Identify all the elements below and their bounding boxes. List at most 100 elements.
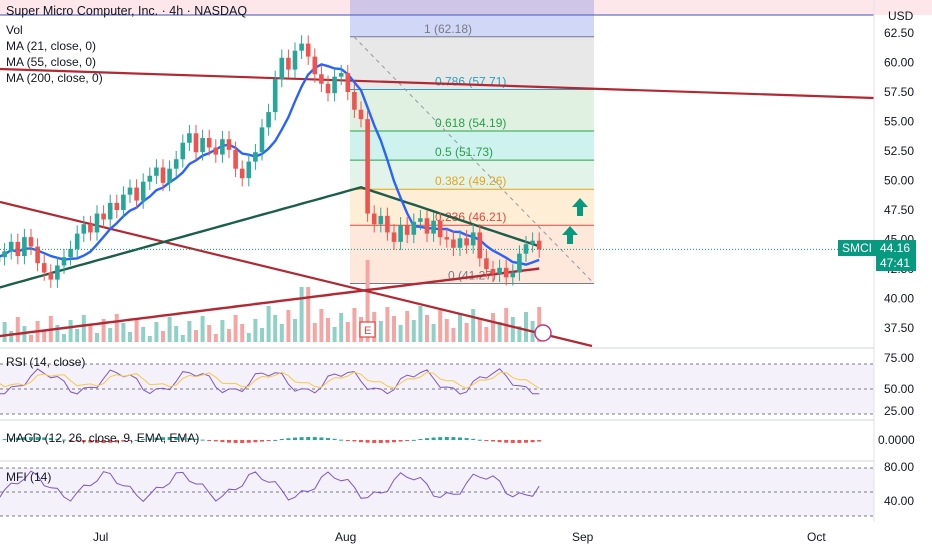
volume-bar — [108, 328, 113, 342]
volume-bar — [438, 310, 443, 342]
rsi-label[interactable]: RSI (14, close) — [6, 355, 86, 369]
candle-body — [404, 225, 410, 235]
macd-histogram-bar — [504, 440, 509, 443]
volume-bar — [319, 309, 324, 342]
macd-histogram-bar — [121, 440, 126, 442]
volume-bar — [75, 329, 80, 342]
macd-histogram-bar — [147, 438, 152, 440]
candle-body — [173, 159, 179, 169]
macd-histogram-bar — [134, 439, 139, 441]
macd-histogram-bar — [510, 440, 515, 443]
candle-body — [8, 241, 14, 252]
candle-body — [497, 267, 502, 274]
rsi-ma-line — [0, 371, 540, 389]
macd-histogram-bar — [484, 440, 489, 441]
macd-histogram-bar — [213, 440, 218, 442]
legend-ma200[interactable]: MA (200, close, 0) — [6, 71, 103, 85]
volume-bar — [332, 327, 337, 342]
volume-bar — [240, 324, 245, 342]
candle-body — [2, 251, 7, 258]
candle-body — [517, 253, 522, 273]
candle-body — [35, 246, 40, 264]
fib-level-label: 0.618 (54.19) — [435, 116, 506, 130]
macd-histogram-bar — [425, 438, 429, 440]
candle-body — [55, 265, 60, 280]
candle-body — [385, 215, 390, 233]
volume-bar — [299, 287, 304, 342]
volume-bar — [134, 318, 139, 342]
macd-histogram-bar — [62, 439, 66, 441]
candle-body — [378, 215, 384, 225]
volume-bar — [464, 323, 469, 342]
macd-histogram-bar — [471, 438, 476, 440]
volume-bar — [42, 330, 47, 342]
macd-histogram-bar — [227, 440, 231, 443]
macd-histogram-bar — [365, 440, 370, 443]
volume-bar — [29, 335, 33, 342]
macd-histogram-bar — [194, 438, 198, 440]
macd-histogram-bar — [372, 440, 377, 443]
candle-body — [15, 241, 21, 257]
macd-histogram-bar — [326, 438, 330, 440]
candle-body — [292, 50, 298, 70]
candle-body — [530, 240, 535, 245]
legend-ma21[interactable]: MA (21, close, 0) — [6, 39, 97, 53]
macd-histogram-bar — [431, 437, 436, 440]
volume-bar — [227, 329, 231, 342]
candle-body — [510, 272, 516, 278]
volume-bar — [200, 316, 205, 342]
volume-bar — [266, 306, 271, 342]
price-axis-tick: 50.00 — [884, 174, 914, 188]
volume-bar — [81, 315, 86, 342]
candle-body — [147, 175, 153, 182]
candle-body — [253, 152, 258, 162]
volume-bar — [233, 315, 238, 342]
volume-bar — [55, 325, 60, 342]
mfi-label[interactable]: MFI (14) — [6, 470, 52, 484]
up-arrow-icon — [572, 198, 588, 216]
earnings-icon-letter: E — [364, 325, 371, 337]
candle-body — [358, 109, 364, 120]
volume-bar — [220, 320, 225, 342]
volume-bar — [477, 318, 482, 342]
volume-bar — [339, 313, 344, 342]
candle-body — [411, 221, 417, 235]
currency-label[interactable]: USD — [888, 9, 914, 23]
macd-histogram-bar — [180, 437, 185, 440]
macd-histogram-bar — [161, 437, 165, 440]
candle-body — [187, 133, 192, 143]
time-axis-tick: Aug — [335, 530, 356, 544]
candle-body — [200, 138, 205, 153]
volume-bar — [161, 331, 165, 342]
macd-histogram-bar — [81, 440, 86, 443]
legend-ma55[interactable]: MA (55, close, 0) — [6, 55, 97, 69]
macd-histogram-bar — [279, 439, 284, 441]
candle-body — [259, 127, 265, 153]
candle-body — [48, 272, 54, 280]
macd-histogram-bar — [55, 438, 60, 440]
candle-body — [398, 225, 403, 242]
volume-bar — [398, 325, 403, 342]
volume-bar — [180, 335, 185, 342]
candle-body — [266, 112, 271, 128]
candle-body — [352, 92, 357, 110]
candle-body — [444, 237, 450, 240]
candle-body — [418, 218, 423, 222]
macd-histogram-bar — [266, 440, 271, 441]
candle-body — [325, 83, 331, 94]
macd-histogram-bar — [359, 440, 363, 443]
fib-zone-top — [350, 0, 594, 37]
macd-histogram-bar — [174, 437, 179, 440]
candle-body — [239, 168, 245, 179]
macd-label[interactable]: MACD (12, 26, close, 9, EMA, EMA) — [6, 431, 200, 445]
candle-body — [345, 73, 351, 92]
volume-bar — [471, 309, 476, 342]
candle-body — [68, 248, 73, 258]
macd-histogram-bar — [22, 437, 27, 440]
macd-histogram-bar — [306, 437, 311, 440]
volume-bar — [444, 319, 449, 342]
volume-bar — [273, 315, 278, 342]
candle-body — [457, 238, 463, 248]
legend-vol[interactable]: Vol — [6, 23, 23, 37]
